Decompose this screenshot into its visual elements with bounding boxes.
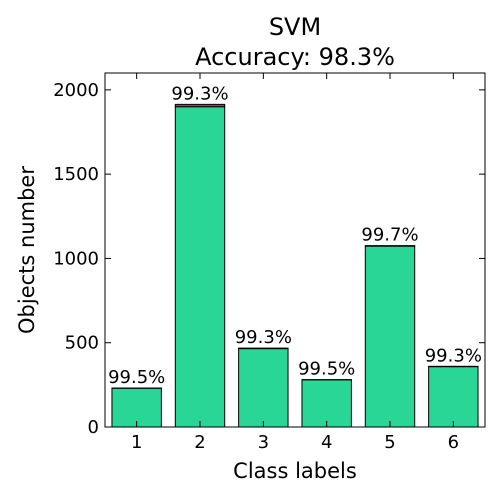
x-tick-label-6: 6 xyxy=(448,432,459,453)
chart-title: SVM xyxy=(269,13,321,41)
x-axis-ticks: 1 2 3 4 5 6 xyxy=(131,73,459,453)
data-labels: 99.5% 99.3% 99.3% 99.5% 99.7% 99.3% xyxy=(108,83,482,388)
data-label-5: 99.7% xyxy=(361,225,418,246)
bar-correct-3 xyxy=(238,348,289,428)
x-tick-label-2: 2 xyxy=(194,432,205,453)
bar-correct-2 xyxy=(174,106,226,428)
bar-correct-6 xyxy=(428,366,479,428)
data-label-4: 99.5% xyxy=(298,359,355,380)
x-tick-label-5: 5 xyxy=(384,432,395,453)
data-label-3: 99.3% xyxy=(235,327,292,348)
bar-correct-5 xyxy=(364,245,416,428)
y-tick-label-0: 0 xyxy=(88,417,99,438)
y-tick-label-1000: 1000 xyxy=(53,248,99,269)
x-tick-label-4: 4 xyxy=(321,432,332,453)
y-axis-label: Objects number xyxy=(15,166,39,334)
x-axis-label: Class labels xyxy=(233,459,357,483)
bar-error-5 xyxy=(364,245,416,247)
chart-subtitle: Accuracy: 98.3% xyxy=(195,43,395,71)
bar-correct-4 xyxy=(301,379,352,428)
data-label-1: 99.5% xyxy=(108,367,165,388)
y-tick-label-500: 500 xyxy=(65,333,99,354)
data-label-2: 99.3% xyxy=(171,83,228,104)
y-axis-ticks: 0 500 1000 1500 2000 xyxy=(53,80,485,438)
bar-error-2 xyxy=(174,103,226,108)
plot-frame xyxy=(104,72,486,428)
bar-error-3 xyxy=(238,347,289,350)
bars xyxy=(111,103,479,428)
x-tick-label-3: 3 xyxy=(258,432,269,453)
data-label-6: 99.3% xyxy=(425,345,482,366)
bar-correct-1 xyxy=(111,387,162,428)
y-tick-label-1500: 1500 xyxy=(53,164,99,185)
y-tick-label-2000: 2000 xyxy=(53,80,99,101)
x-tick-label-1: 1 xyxy=(131,432,142,453)
